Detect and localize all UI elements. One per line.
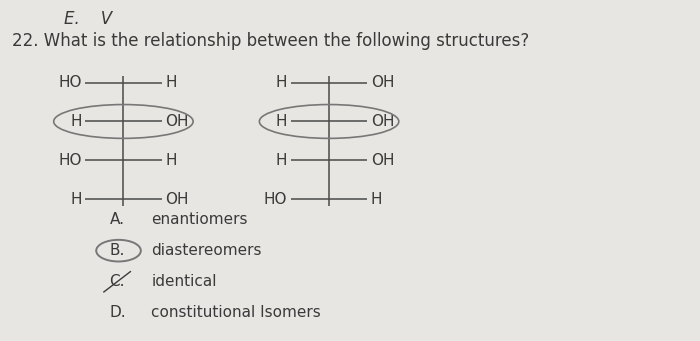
Text: OH: OH: [371, 114, 394, 129]
Text: B.: B.: [109, 243, 125, 258]
Text: HO: HO: [264, 192, 287, 207]
Text: H: H: [70, 114, 82, 129]
Text: H: H: [165, 153, 176, 168]
Text: E.    V: E. V: [64, 10, 112, 28]
Text: OH: OH: [165, 192, 189, 207]
Text: H: H: [70, 192, 82, 207]
Text: identical: identical: [151, 274, 217, 289]
Text: H: H: [165, 75, 176, 90]
Text: OH: OH: [165, 114, 189, 129]
Text: H: H: [276, 153, 287, 168]
Text: H: H: [276, 114, 287, 129]
Text: HO: HO: [58, 153, 82, 168]
Text: enantiomers: enantiomers: [151, 212, 248, 227]
Text: 22. What is the relationship between the following structures?: 22. What is the relationship between the…: [12, 32, 529, 50]
Text: OH: OH: [371, 153, 394, 168]
Text: A.: A.: [109, 212, 125, 227]
Text: HO: HO: [58, 75, 82, 90]
Text: C.: C.: [109, 274, 125, 289]
Text: H: H: [276, 75, 287, 90]
Text: constitutional Isomers: constitutional Isomers: [151, 306, 321, 321]
Text: diastereomers: diastereomers: [151, 243, 262, 258]
Text: H: H: [371, 192, 382, 207]
Text: OH: OH: [371, 75, 394, 90]
Text: D.: D.: [109, 306, 126, 321]
